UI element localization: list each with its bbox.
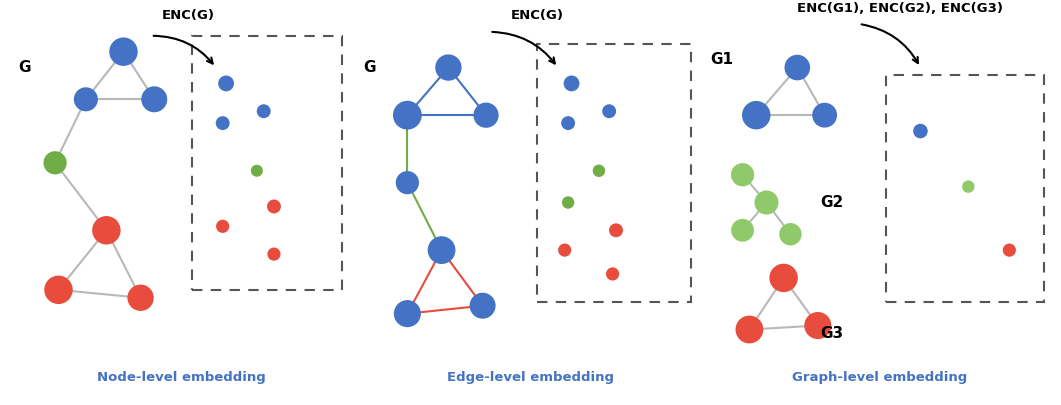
Point <box>399 112 416 118</box>
Point <box>47 160 64 166</box>
Point <box>433 247 450 254</box>
Text: G: G <box>364 60 376 75</box>
Point <box>218 80 234 87</box>
Point <box>559 199 576 206</box>
FancyBboxPatch shape <box>537 44 692 302</box>
Text: ENC(G): ENC(G) <box>510 9 563 22</box>
Point <box>782 231 799 237</box>
Point <box>115 49 132 55</box>
Point <box>1001 247 1017 254</box>
Point <box>604 271 621 277</box>
Text: ENC(G): ENC(G) <box>162 9 215 22</box>
Point <box>563 80 580 87</box>
FancyBboxPatch shape <box>192 36 343 290</box>
Point <box>474 303 491 309</box>
Point <box>960 183 977 190</box>
Point <box>440 64 457 71</box>
Point <box>399 179 416 186</box>
Point <box>734 171 751 178</box>
Point <box>214 120 231 126</box>
Point <box>477 112 494 118</box>
Point <box>399 310 416 317</box>
Text: G2: G2 <box>820 195 843 210</box>
Point <box>758 199 775 206</box>
Point <box>559 120 576 126</box>
Point <box>248 168 265 174</box>
Text: Node-level embedding: Node-level embedding <box>98 371 266 384</box>
Point <box>590 168 607 174</box>
Text: ENC(G1), ENC(G2), ENC(G3): ENC(G1), ENC(G2), ENC(G3) <box>797 2 1003 15</box>
Text: Graph-level embedding: Graph-level embedding <box>792 371 967 384</box>
Point <box>256 108 273 115</box>
Point <box>145 96 162 102</box>
Point <box>214 223 231 230</box>
Point <box>912 128 929 134</box>
Point <box>98 227 115 234</box>
Point <box>748 112 765 118</box>
Point <box>50 287 67 293</box>
Point <box>265 251 282 257</box>
Point <box>265 203 282 210</box>
Point <box>816 112 833 118</box>
Text: G1: G1 <box>711 52 733 67</box>
Text: G3: G3 <box>820 326 843 341</box>
FancyBboxPatch shape <box>886 75 1044 302</box>
Point <box>608 227 625 234</box>
Point <box>132 294 149 301</box>
Point <box>601 108 618 115</box>
Point <box>741 326 758 333</box>
Point <box>556 247 573 254</box>
Point <box>734 227 751 234</box>
Point <box>810 322 827 329</box>
Text: Edge-level embedding: Edge-level embedding <box>447 371 614 384</box>
Text: G: G <box>18 60 31 75</box>
Point <box>776 275 793 281</box>
Point <box>77 96 94 102</box>
Point <box>788 64 805 71</box>
